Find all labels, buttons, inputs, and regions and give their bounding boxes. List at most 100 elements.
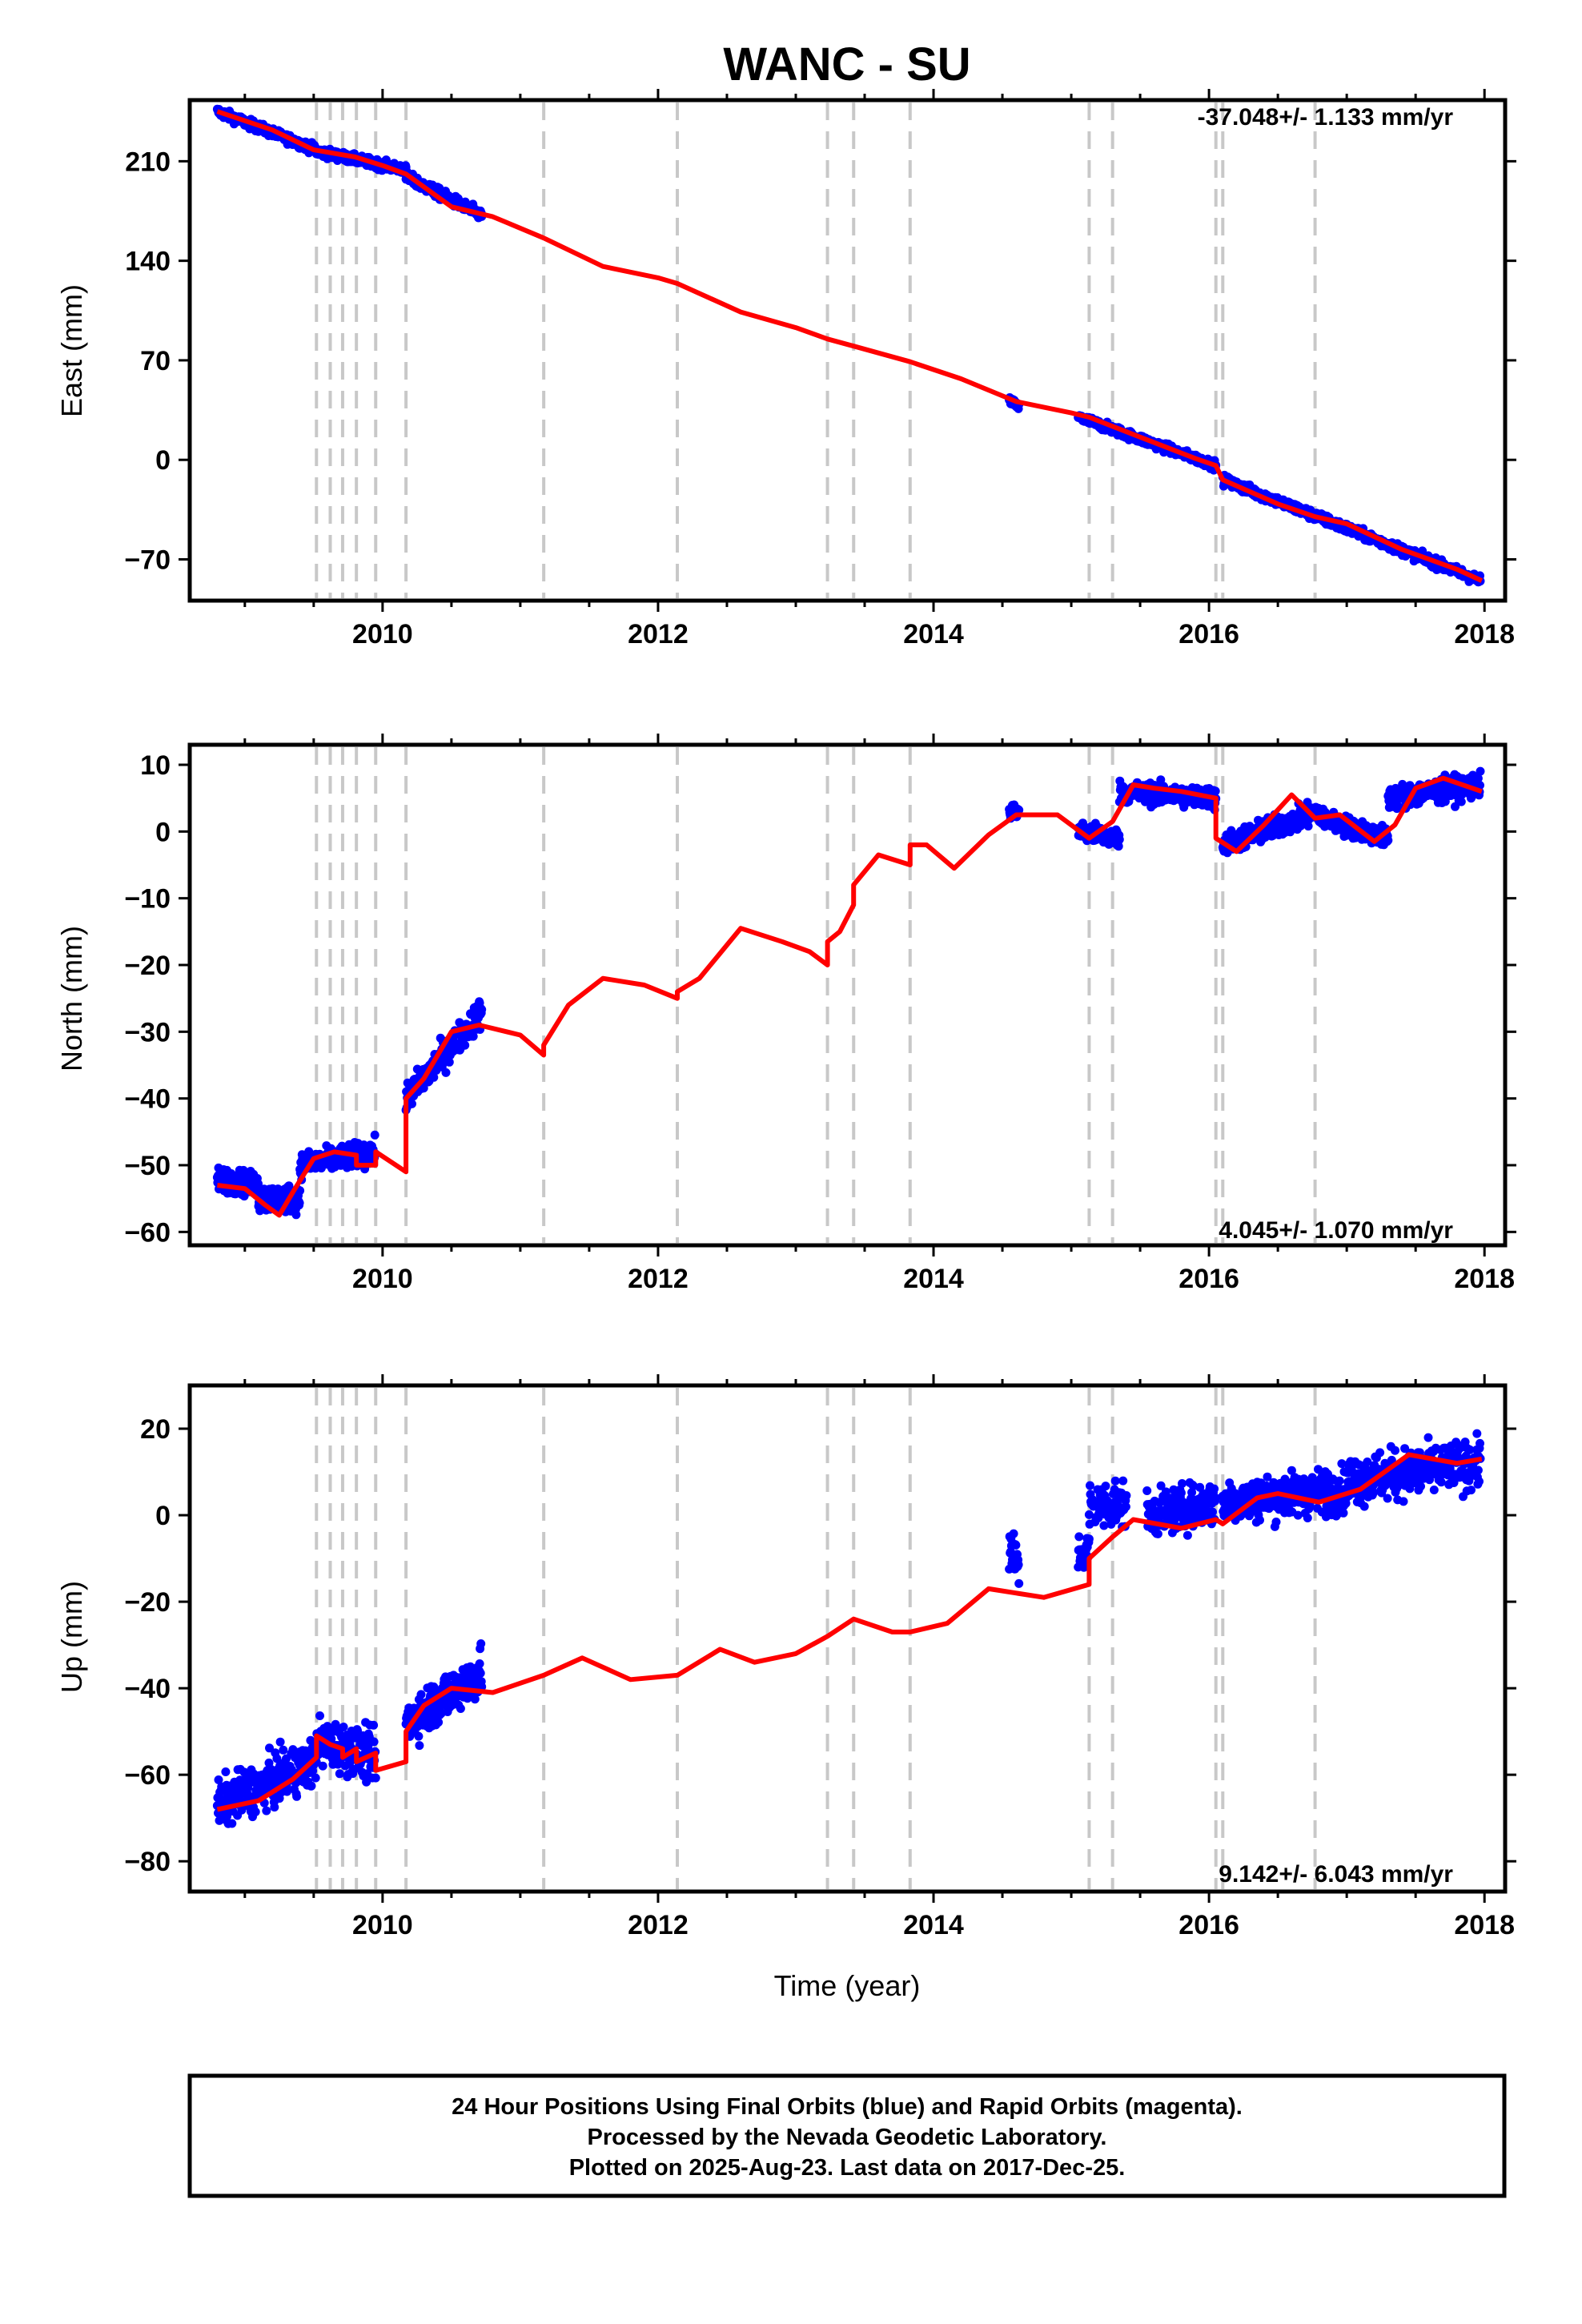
north-y-tick-label: −30 bbox=[124, 1017, 171, 1047]
up-observation-point bbox=[1084, 1510, 1094, 1519]
north-observation-point bbox=[1211, 786, 1220, 796]
up-observation-point bbox=[1009, 1529, 1018, 1538]
up-observation-point bbox=[1086, 1481, 1094, 1490]
east-y-tick-label: 0 bbox=[155, 445, 171, 476]
up-observation-point bbox=[414, 1731, 424, 1741]
east-y-tick-label: 210 bbox=[125, 147, 171, 177]
up-observation-point bbox=[1211, 1494, 1221, 1503]
up-observation-point bbox=[1208, 1507, 1217, 1517]
up-y-tick-label: −40 bbox=[124, 1674, 171, 1704]
up-plot-frame bbox=[187, 1383, 1508, 1894]
up-observation-point bbox=[1391, 1445, 1399, 1455]
up-observation-point bbox=[1255, 1515, 1264, 1525]
north-observation-point bbox=[291, 1210, 301, 1220]
up-observation-point bbox=[292, 1791, 302, 1801]
north-observation-point bbox=[1303, 822, 1313, 831]
up-observation-point bbox=[1423, 1433, 1433, 1442]
up-observation-point bbox=[1287, 1466, 1296, 1475]
north-x-tick-label: 2016 bbox=[1178, 1264, 1239, 1294]
up-observation-point bbox=[463, 1694, 472, 1703]
up-observation-point bbox=[1293, 1510, 1303, 1520]
up-observation-point bbox=[267, 1764, 276, 1774]
up-observation-point bbox=[279, 1745, 288, 1755]
up-observation-point bbox=[1473, 1466, 1483, 1475]
up-observation-point bbox=[1416, 1482, 1425, 1491]
up-observation-point bbox=[1425, 1475, 1434, 1485]
north-observation-point bbox=[1014, 806, 1024, 814]
north-x-tick-label: 2012 bbox=[628, 1264, 689, 1294]
north-rate-label: 4.045+/- 1.070 mm/yr bbox=[1219, 1217, 1453, 1244]
north-observation-point bbox=[1156, 775, 1166, 785]
up-observation-point bbox=[1305, 1501, 1315, 1510]
up-observation-point bbox=[1263, 1472, 1272, 1482]
up-observation-point bbox=[1014, 1578, 1024, 1588]
up-observation-point bbox=[1014, 1560, 1023, 1570]
up-model-line bbox=[216, 1452, 1483, 1812]
up-observation-point bbox=[476, 1668, 485, 1678]
north-panel: 2010 2012 2014 2016 2018−60−50−40−30−20−1001… bbox=[55, 734, 1516, 1294]
east-y-axis-label: East (mm) bbox=[55, 284, 88, 417]
north-observation-point bbox=[441, 1068, 451, 1077]
up-observation-point bbox=[371, 1773, 380, 1783]
east-x-tick-label: 2010 bbox=[352, 619, 413, 649]
north-y-tick-label: −60 bbox=[124, 1217, 171, 1248]
up-observation-point bbox=[1110, 1476, 1120, 1486]
up-observation-point bbox=[1399, 1497, 1408, 1506]
north-observation-point bbox=[1456, 797, 1466, 806]
north-x-tick-label: 2014 bbox=[903, 1264, 964, 1294]
up-observation-point bbox=[1074, 1532, 1084, 1542]
up-observation-point bbox=[1101, 1482, 1110, 1491]
footer-line-3: Plotted on 2025-Aug-23. Last data on 201… bbox=[569, 2155, 1126, 2181]
up-observation-point bbox=[214, 1775, 223, 1784]
up-observation-point bbox=[1383, 1494, 1392, 1503]
up-observation-point bbox=[1271, 1518, 1281, 1526]
north-plot-frame bbox=[187, 742, 1508, 1248]
footer-box: 24 Hour Positions Using Final Orbits (bl… bbox=[187, 2073, 1507, 2198]
up-observation-point bbox=[311, 1773, 320, 1783]
north-observation-point bbox=[1114, 842, 1123, 851]
up-observation-point bbox=[1178, 1479, 1186, 1488]
up-observation-point bbox=[1337, 1459, 1347, 1469]
up-observation-point bbox=[1182, 1530, 1192, 1540]
up-observation-point bbox=[1156, 1481, 1166, 1490]
east-y-tick-label: 140 bbox=[125, 247, 171, 277]
up-observation-point bbox=[1375, 1448, 1385, 1458]
up-observation-point bbox=[1359, 1502, 1369, 1511]
east-x-tick-label: 2018 bbox=[1454, 619, 1515, 649]
north-observation-point bbox=[408, 1099, 416, 1108]
up-x-tick-label: 2014 bbox=[903, 1910, 964, 1940]
east-x-tick-label: 2014 bbox=[903, 619, 964, 649]
up-observation-point bbox=[1153, 1529, 1162, 1538]
north-y-tick-label: −20 bbox=[124, 951, 171, 981]
up-observation-point bbox=[475, 1659, 484, 1668]
up-observation-point bbox=[318, 1761, 327, 1771]
up-observation-point bbox=[1113, 1499, 1122, 1509]
north-observation-point bbox=[429, 1072, 439, 1082]
up-observation-point bbox=[1121, 1502, 1130, 1511]
up-observation-point bbox=[227, 1819, 237, 1828]
east-rate-label: -37.048+/- 1.133 mm/yr bbox=[1198, 104, 1454, 131]
up-observation-point bbox=[1369, 1488, 1379, 1498]
east-y-tick-label: −70 bbox=[124, 545, 171, 576]
up-observation-point bbox=[434, 1718, 444, 1727]
up-observation-point bbox=[315, 1711, 324, 1720]
north-y-axis-label: North (mm) bbox=[55, 926, 88, 1072]
up-y-tick-label: −60 bbox=[124, 1760, 171, 1791]
north-observation-point bbox=[295, 1198, 304, 1208]
north-observation-point bbox=[444, 1057, 454, 1067]
up-y-tick-label: 0 bbox=[155, 1501, 171, 1531]
up-observation-point bbox=[339, 1723, 348, 1731]
north-y-tick-label: 10 bbox=[140, 750, 171, 781]
north-observation-point bbox=[1476, 781, 1484, 790]
up-observation-point bbox=[265, 1743, 274, 1753]
up-observation-point bbox=[369, 1737, 379, 1747]
east-plot-frame bbox=[187, 98, 1508, 603]
up-observation-point bbox=[1467, 1486, 1476, 1495]
north-model-line bbox=[217, 775, 1483, 1218]
east-x-tick-label: 2016 bbox=[1178, 619, 1239, 649]
up-observation-point bbox=[1303, 1514, 1312, 1522]
